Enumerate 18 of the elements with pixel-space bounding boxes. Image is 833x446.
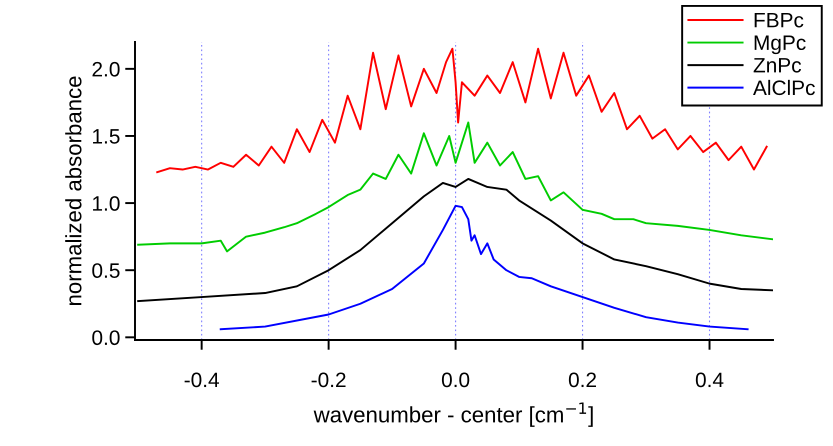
- x-tick-label: 0.2: [568, 372, 596, 388]
- legend-label: MgPc: [754, 36, 806, 54]
- y-axis-title: normalized absorbance: [65, 76, 82, 306]
- x-tick-label: 0.0: [442, 372, 470, 388]
- x-tick-label: 0.4: [696, 372, 724, 388]
- x-tick-label: -0.2: [312, 372, 346, 388]
- line-series: [137, 122, 773, 252]
- y-tick-label: 1.0: [93, 196, 120, 211]
- x-tick-label: -0.4: [184, 372, 219, 388]
- line-series: [220, 204, 749, 330]
- legend-label: AlClPc: [753, 80, 815, 96]
- y-tick-label: 2.0: [92, 62, 120, 77]
- y-tick-label: 0.5: [92, 263, 120, 278]
- legend-label: FBPc: [754, 12, 804, 28]
- legend-label: ZnPc: [754, 58, 802, 73]
- y-tick-label: 1.5: [93, 129, 120, 144]
- y-tick-label: 0.0: [92, 330, 120, 346]
- x-axis-title: wavenumber - center [cm$^{−1}$]: [314, 402, 593, 427]
